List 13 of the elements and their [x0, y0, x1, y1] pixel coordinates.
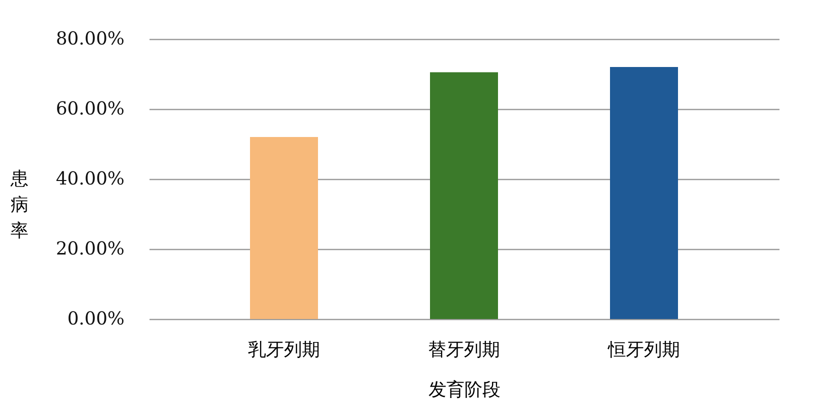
x-tick-label: 恒牙列期 — [607, 340, 680, 360]
y-tick-label: 80.00% — [56, 28, 124, 50]
bar — [430, 72, 498, 319]
y-axis-title: 患病率 — [10, 168, 28, 242]
bar — [250, 137, 318, 319]
x-tick-label: 乳牙列期 — [248, 340, 320, 360]
y-tick-label: 60.00% — [56, 98, 124, 120]
x-axis-title: 发育阶段 — [428, 380, 500, 400]
bar — [610, 67, 678, 319]
y-tick-label: 20.00% — [56, 238, 124, 260]
x-tick-label: 替牙列期 — [428, 340, 500, 360]
y-tick-label: 40.00% — [56, 168, 124, 190]
y-tick-label: 0.00% — [67, 308, 124, 330]
